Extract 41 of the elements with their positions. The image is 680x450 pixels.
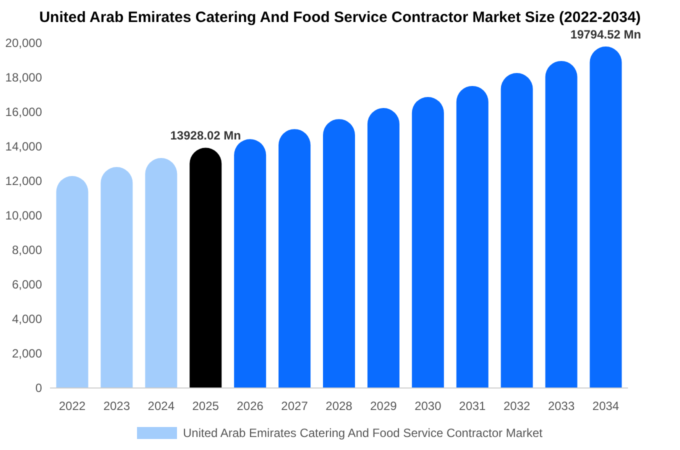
bar (190, 148, 222, 388)
y-tick-label: 10,000 (5, 208, 42, 223)
data-label: 13928.02 Mn (170, 128, 241, 143)
y-tick-label: 14,000 (5, 140, 42, 154)
legend-label: United Arab Emirates Catering And Food Service Contractor Market (183, 426, 544, 440)
x-tick-label: 2031 (459, 399, 486, 413)
bar (456, 86, 488, 388)
x-tick-label: 2026 (236, 399, 264, 413)
y-tick-label: 6,000 (12, 278, 42, 292)
y-tick-label: 2,000 (12, 346, 42, 361)
bar (234, 139, 266, 388)
x-tick-label: 2027 (281, 399, 308, 413)
chart-title: United Arab Emirates Catering And Food Service Contractor Market Size (2022-2034) (39, 9, 641, 26)
y-tick-label: 18,000 (5, 70, 42, 85)
x-tick-label: 2033 (548, 399, 575, 413)
bar (590, 46, 622, 388)
bar (412, 97, 444, 388)
bar (322, 119, 356, 388)
data-label: 19794.52 Mn (570, 28, 642, 42)
y-tick-label: 20,000 (5, 36, 42, 50)
x-tick-label: 2034 (592, 399, 620, 413)
x-tick-label: 2030 (414, 399, 442, 413)
x-tick-label: 2029 (370, 399, 398, 413)
bar (500, 73, 533, 388)
y-tick-label: 4,000 (12, 312, 42, 326)
bar (100, 167, 133, 388)
y-tick-label: 12,000 (5, 174, 42, 188)
bar (56, 176, 88, 388)
x-tick-label: 2024 (148, 399, 175, 413)
x-tick-label: 2025 (192, 399, 220, 413)
x-tick-label: 2028 (326, 399, 353, 413)
bar (367, 108, 400, 388)
y-tick-label: 8,000 (12, 243, 42, 258)
x-tick-label: 2032 (503, 399, 531, 413)
bar (545, 60, 578, 388)
bar (278, 129, 311, 388)
y-tick-label: 16,000 (5, 105, 42, 120)
bar (145, 158, 178, 388)
x-tick-label: 2022 (58, 399, 86, 413)
x-tick-label: 2023 (103, 399, 130, 413)
y-tick-label: 0 (35, 381, 42, 396)
